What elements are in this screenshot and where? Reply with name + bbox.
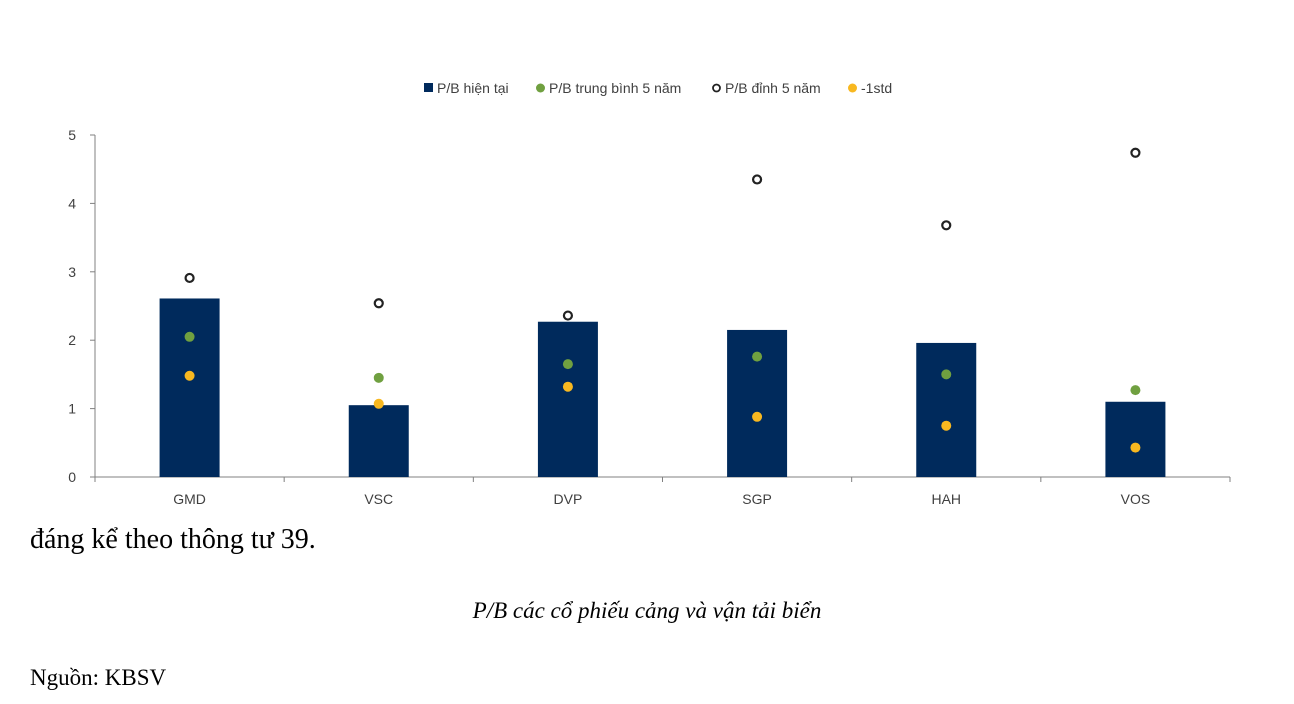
- source-note: Nguồn: KBSV: [30, 665, 167, 690]
- data-point: [1130, 442, 1141, 453]
- data-point-peak: [751, 174, 763, 185]
- marker-series: [184, 147, 1141, 453]
- x-tick-label: VSC: [364, 491, 393, 507]
- x-tick-label: GMD: [173, 491, 206, 507]
- data-point: [941, 420, 952, 431]
- y-tick-label: 2: [68, 332, 76, 348]
- y-tick-label: 5: [68, 127, 76, 143]
- legend-label: -1std: [861, 80, 892, 96]
- legend-swatch: [712, 83, 721, 93]
- x-tick-label: VOS: [1121, 491, 1151, 507]
- y-tick-label: 3: [68, 264, 76, 280]
- x-tick-label: SGP: [742, 491, 772, 507]
- bar: [537, 321, 598, 477]
- bar: [348, 405, 409, 477]
- category-labels: GMD VSC DVP SGP HAH VOS: [173, 491, 1150, 507]
- chart-axes: 0 1 2 3 4 5: [68, 127, 1231, 485]
- legend-swatch: [424, 83, 433, 92]
- chart: P/B hiện tại P/B trung bình 5 năm P/B đỉnh…: [68, 80, 1231, 507]
- legend-label: P/B hiện tại: [437, 80, 509, 96]
- x-tick-label: DVP: [554, 491, 583, 507]
- legend-swatch: [848, 83, 857, 93]
- legend-label: P/B đỉnh 5 năm: [725, 80, 821, 96]
- figure-caption: P/B các cổ phiếu cảng và vận tải biển: [472, 598, 822, 623]
- data-point-peak: [1130, 147, 1141, 158]
- body-text-line: đáng kể theo thông tư 39.: [30, 524, 316, 555]
- y-tick-label: 4: [68, 195, 76, 211]
- data-point: [752, 351, 763, 362]
- data-point: [373, 398, 384, 409]
- data-point-peak: [184, 272, 195, 284]
- x-tick-label: HAH: [931, 491, 961, 507]
- y-tick-label: 0: [68, 469, 76, 485]
- data-point: [373, 372, 384, 383]
- data-point-peak: [373, 298, 384, 309]
- chart-legend: P/B hiện tại P/B trung bình 5 năm P/B đỉnh…: [424, 80, 892, 96]
- bar-series: [159, 298, 1166, 477]
- data-point: [562, 381, 573, 392]
- data-point: [752, 411, 763, 422]
- data-point: [1130, 385, 1141, 396]
- y-tick-label: 1: [68, 401, 76, 417]
- bar: [1105, 401, 1166, 477]
- legend-swatch: [536, 83, 545, 93]
- data-point: [941, 369, 952, 380]
- bar: [159, 298, 220, 477]
- bar: [916, 342, 977, 477]
- legend-label: P/B trung bình 5 năm: [549, 80, 681, 96]
- data-point-peak: [562, 310, 574, 321]
- data-point: [184, 370, 195, 381]
- data-point: [562, 359, 573, 370]
- data-point: [184, 331, 195, 342]
- data-point-peak: [941, 220, 952, 231]
